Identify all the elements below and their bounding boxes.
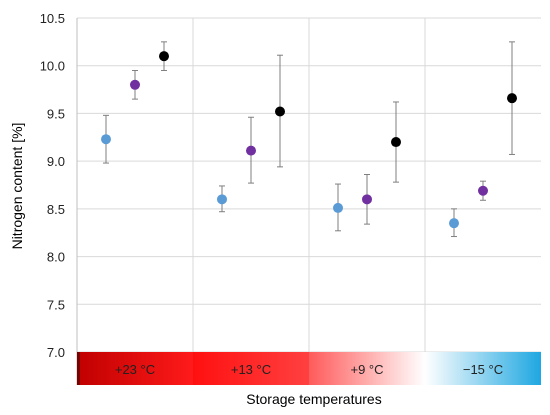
temperature-band <box>77 352 193 385</box>
y-tick-label: 9.5 <box>47 106 65 121</box>
category-label: −15 °C <box>463 362 503 377</box>
temperature-band <box>193 352 309 385</box>
y-axis-ticks: 7.0 7.5 8.0 8.5 9.0 9.5 10.0 10.5 <box>40 11 65 360</box>
data-point <box>333 202 343 213</box>
y-tick-label: 7.5 <box>47 297 65 312</box>
y-tick-label: 8.0 <box>47 250 65 265</box>
data-point <box>217 194 227 205</box>
x-axis-title: Storage temperatures <box>246 391 381 407</box>
band-edge <box>77 352 80 385</box>
category-label: +23 °C <box>115 362 155 377</box>
data-point <box>449 218 459 229</box>
data-point <box>507 93 517 104</box>
data-point <box>246 145 256 156</box>
y-axis-title: Nitrogen content [%] <box>9 123 25 250</box>
data-point <box>478 185 488 196</box>
grid-lines <box>76 17 541 385</box>
category-label: +9 °C <box>350 362 383 377</box>
y-tick-label: 8.5 <box>47 202 65 217</box>
y-tick-label: 10.0 <box>40 59 65 74</box>
data-point <box>275 106 285 117</box>
category-label: +13 °C <box>231 362 271 377</box>
temperature-bands: +23 °C +13 °C +9 °C −15 °C <box>77 352 541 385</box>
y-tick-label: 9.0 <box>47 154 65 169</box>
y-tick-label: 7.0 <box>47 345 65 360</box>
data-point <box>159 51 169 62</box>
temperature-band <box>309 352 425 385</box>
data-point <box>130 79 140 90</box>
y-tick-label: 10.5 <box>40 11 65 26</box>
temperature-band <box>425 352 541 385</box>
data-point <box>362 194 372 205</box>
data-point <box>391 137 401 148</box>
data-points <box>101 51 517 229</box>
data-point <box>101 134 111 145</box>
